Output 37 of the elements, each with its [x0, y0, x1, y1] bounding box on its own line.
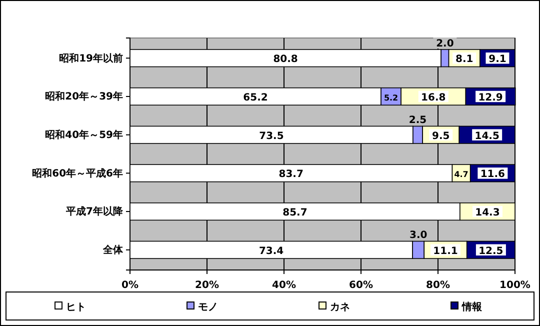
data-label: 4.7: [454, 170, 468, 180]
x-tick-label: 0%: [122, 280, 138, 291]
x-tick-label: 60%: [349, 280, 373, 291]
data-label: 9.5: [432, 130, 450, 142]
y-tick-label: 全体: [102, 244, 124, 256]
data-label: 8.1: [456, 54, 474, 66]
x-tick-label: 100%: [500, 280, 530, 291]
legend-label: ヒト: [66, 302, 86, 313]
data-label: 5.2: [384, 93, 398, 102]
x-tick-label: 20%: [195, 280, 219, 291]
data-label: 80.8: [273, 54, 298, 66]
data-label: 11.6: [480, 169, 506, 180]
data-label: 12.5: [478, 246, 504, 257]
x-tick-label: 40%: [272, 280, 296, 291]
legend-label: 情報: [461, 301, 483, 313]
data-label: 83.7: [278, 169, 304, 180]
data-label: 14.5: [474, 130, 500, 142]
data-label: 85.7: [282, 208, 308, 219]
data-label: 11.1: [433, 246, 458, 257]
data-label: 65.2: [243, 92, 268, 104]
legend-label: カネ: [330, 302, 350, 313]
data-label: 3.0: [410, 230, 428, 242]
data-label: 9.1: [488, 54, 506, 66]
x-tick-label: 80%: [426, 280, 450, 291]
legend-label: モノ: [198, 302, 218, 313]
data-label: 73.5: [259, 130, 284, 142]
y-tick-label: 昭和60年～平成6年: [32, 167, 123, 180]
data-label: 73.4: [258, 246, 284, 257]
y-tick-label: 昭和19年以前: [59, 52, 123, 64]
data-label: 2.5: [408, 115, 427, 126]
data-label: 2.0: [436, 38, 454, 50]
y-tick-label: 昭和40年～59年: [45, 129, 123, 142]
y-tick-label: 平成7年以降: [65, 206, 124, 218]
data-label: 12.9: [478, 92, 503, 104]
data-label: 16.8: [421, 92, 446, 104]
data-label: 14.3: [475, 208, 500, 219]
y-tick-label: 昭和20年～39年: [45, 90, 123, 103]
